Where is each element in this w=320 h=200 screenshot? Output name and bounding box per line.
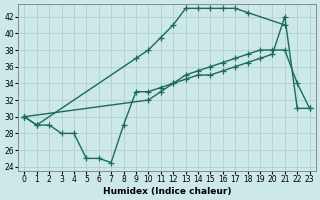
X-axis label: Humidex (Indice chaleur): Humidex (Indice chaleur) xyxy=(103,187,231,196)
